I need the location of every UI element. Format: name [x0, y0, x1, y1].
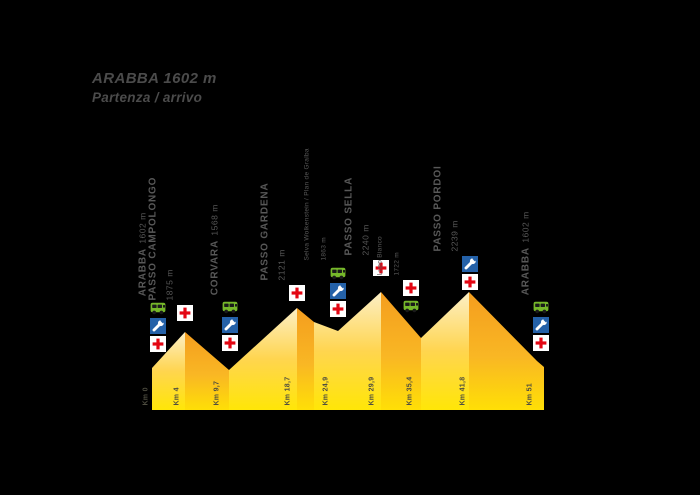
stop-elevation: 1863 m [320, 237, 328, 261]
first-aid-icon [150, 336, 166, 352]
first-aid-icon [373, 260, 389, 276]
profile-face-dark [469, 292, 544, 410]
profile-face-light [421, 292, 469, 410]
stop-elevation: 1568 m [209, 203, 220, 236]
stop-name: CORVARA [209, 239, 221, 295]
stop-name: Lupo Bianco [376, 236, 384, 276]
km-label: Km 4 [173, 387, 181, 406]
first-aid-icon [330, 301, 346, 317]
shuttle-bus-icon [533, 299, 549, 315]
stop-name: PASSO GARDENA [259, 182, 271, 281]
stop-name: PASSO PORDOI [432, 165, 444, 252]
km-label: Km 29,9 [368, 377, 376, 406]
shuttle-bus-icon [222, 299, 238, 315]
service-icon [150, 318, 166, 334]
service-icon [330, 283, 346, 299]
km-label: Km 51 [526, 383, 534, 406]
stop-name: PASSO SELLA [343, 177, 355, 256]
stop-label: CORVARA 1568 m [205, 204, 222, 295]
stop-elevation: 2239 m [449, 220, 460, 252]
km-label: Km 0 [142, 387, 150, 406]
shuttle-bus-icon [150, 300, 166, 316]
stop-label: Lupo Bianco 1722 m [368, 237, 403, 276]
profile-face-light [314, 292, 381, 410]
title-start-point: ARABBA 1602 m [92, 70, 217, 87]
shuttle-bus-icon [403, 298, 419, 314]
service-icon [222, 317, 238, 333]
first-aid-icon [533, 335, 549, 351]
km-label: Km 41,8 [459, 377, 467, 406]
page-title: ARABBA 1602 m Partenza / arrivo [92, 70, 217, 105]
first-aid-icon [222, 335, 238, 351]
stop-elevation: 2121 m [276, 249, 287, 281]
stop-name: Selva Wolkenstein / Plan de Gralba [303, 148, 311, 261]
stop-label: PASSO GARDENA 2121 m [254, 183, 289, 281]
km-label: Km 9,7 [213, 381, 221, 406]
stop-elevation: 1722 m [393, 252, 401, 276]
first-aid-icon [177, 305, 193, 321]
first-aid-icon [289, 285, 305, 301]
first-aid-icon [462, 274, 478, 290]
stop-label: Selva Wolkenstein / Plan de Gralba 1863 m [295, 149, 330, 261]
km-label: Km 35,4 [406, 377, 414, 406]
km-label: Km 24,9 [322, 377, 330, 406]
profile-face-light [152, 332, 185, 410]
first-aid-icon [403, 280, 419, 296]
profile-face-light [229, 308, 297, 410]
stop-label: PASSO PORDOI 2239 m [427, 166, 462, 252]
stop-elevation: 1602 m [520, 211, 531, 243]
profile-face-dark [381, 292, 421, 410]
profile-face-dark [185, 332, 229, 410]
title-subtitle: Partenza / arrivo [92, 90, 203, 105]
stop-label: ARABBA 1602 m [516, 211, 533, 295]
shuttle-bus-icon [330, 265, 346, 281]
stop-name: PASSO CAMPOLONGO [147, 177, 159, 301]
profile-face-dark [297, 308, 314, 410]
stop-elevation: 1875 m [164, 269, 175, 301]
service-icon [462, 256, 478, 272]
service-icon [533, 317, 549, 333]
stop-name: ARABBA [520, 246, 532, 295]
km-label: Km 18,7 [284, 377, 292, 406]
stop-label: PASSO CAMPOLONGO 1875 m [142, 177, 177, 301]
